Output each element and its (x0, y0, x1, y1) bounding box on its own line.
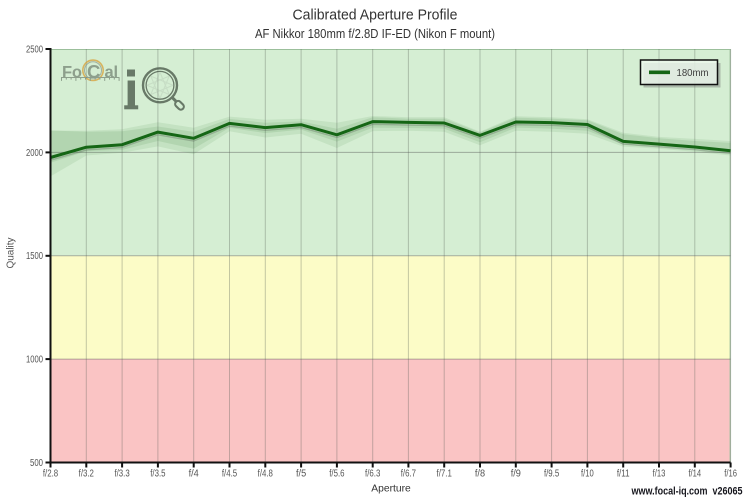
svg-text:2000: 2000 (26, 148, 43, 159)
svg-text:f/9: f/9 (511, 469, 521, 480)
svg-text:f/5: f/5 (296, 469, 307, 480)
svg-text:f/4.8: f/4.8 (258, 469, 274, 480)
svg-text:f/6.7: f/6.7 (401, 469, 416, 480)
svg-text:al: al (105, 64, 118, 82)
svg-text:AF Nikkor 180mm f/2.8D IF-ED (: AF Nikkor 180mm f/2.8D IF-ED (Nikon F mo… (255, 26, 495, 41)
svg-text:f/6.3: f/6.3 (365, 469, 381, 480)
svg-text:f/4.5: f/4.5 (222, 469, 238, 480)
svg-text:f/7.1: f/7.1 (437, 469, 452, 480)
svg-text:Quality: Quality (6, 237, 17, 268)
svg-text:Calibrated Aperture Profile: Calibrated Aperture Profile (293, 7, 458, 24)
svg-text:180mm: 180mm (677, 67, 709, 79)
svg-text:f/11: f/11 (617, 469, 630, 480)
svg-text:f/2.8: f/2.8 (43, 469, 59, 480)
svg-text:f/8: f/8 (475, 469, 486, 480)
svg-text:f/3.2: f/3.2 (79, 469, 94, 480)
svg-text:f/5.6: f/5.6 (329, 469, 345, 480)
svg-text:Fo: Fo (62, 64, 82, 82)
svg-text:f/16: f/16 (724, 469, 737, 480)
svg-text:f/4: f/4 (189, 469, 200, 480)
svg-text:Aperture: Aperture (371, 483, 411, 495)
svg-text:2500: 2500 (26, 45, 43, 56)
svg-text:f/9.5: f/9.5 (544, 469, 560, 480)
svg-text:1500: 1500 (26, 251, 43, 262)
svg-text:f/13: f/13 (653, 469, 666, 480)
svg-text:f/14: f/14 (688, 469, 701, 480)
svg-text:500: 500 (30, 458, 43, 469)
svg-text:f/3.5: f/3.5 (150, 469, 166, 480)
svg-text:f/3.3: f/3.3 (114, 469, 130, 480)
svg-text:C: C (87, 61, 100, 82)
svg-text:f/10: f/10 (581, 469, 594, 480)
svg-text:1000: 1000 (26, 355, 43, 366)
svg-text:www.focal-iq.com v26065: www.focal-iq.com v26065 (631, 486, 743, 498)
